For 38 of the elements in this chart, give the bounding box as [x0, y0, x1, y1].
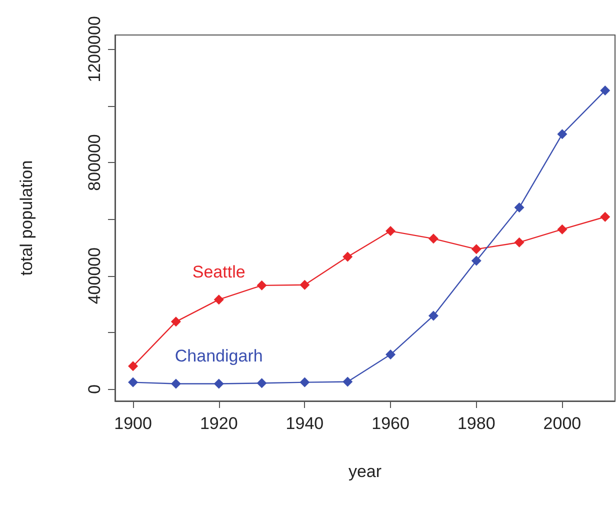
- point: [386, 350, 396, 360]
- point: [256, 280, 267, 290]
- point: [128, 361, 138, 372]
- y-tick-label: 0: [85, 384, 104, 394]
- series-label: Seattle: [192, 262, 246, 282]
- x-tick-label: 1900: [114, 414, 152, 433]
- point: [557, 129, 568, 140]
- point: [170, 378, 181, 389]
- point: [342, 252, 353, 262]
- point: [256, 378, 267, 388]
- point: [600, 212, 610, 222]
- x-tick-label: 1960: [372, 414, 410, 433]
- point: [471, 256, 482, 266]
- point: [170, 316, 181, 327]
- x-tick-label: 1920: [200, 414, 238, 433]
- x-tick-label: 2000: [543, 414, 582, 433]
- point: [471, 244, 482, 254]
- y-axis-title: total population: [17, 160, 36, 276]
- point: [342, 376, 353, 387]
- x-axis-title: year: [348, 462, 382, 481]
- point: [600, 86, 610, 96]
- point: [386, 226, 396, 236]
- y-tick-label: 400000: [85, 247, 104, 304]
- point: [514, 202, 524, 213]
- point: [128, 377, 138, 388]
- x-tick-label: 1940: [286, 414, 324, 433]
- x-tick-label: 1980: [457, 414, 496, 433]
- point: [514, 237, 524, 248]
- series-label: Chandigarh: [174, 346, 263, 366]
- point: [428, 234, 438, 244]
- y-tick-label: 800000: [85, 134, 104, 191]
- point: [214, 378, 224, 389]
- point: [300, 377, 310, 388]
- point: [557, 224, 568, 234]
- y-tick-label: 1200000: [85, 16, 104, 82]
- point: [428, 310, 438, 321]
- point: [214, 294, 224, 305]
- point: [300, 280, 310, 290]
